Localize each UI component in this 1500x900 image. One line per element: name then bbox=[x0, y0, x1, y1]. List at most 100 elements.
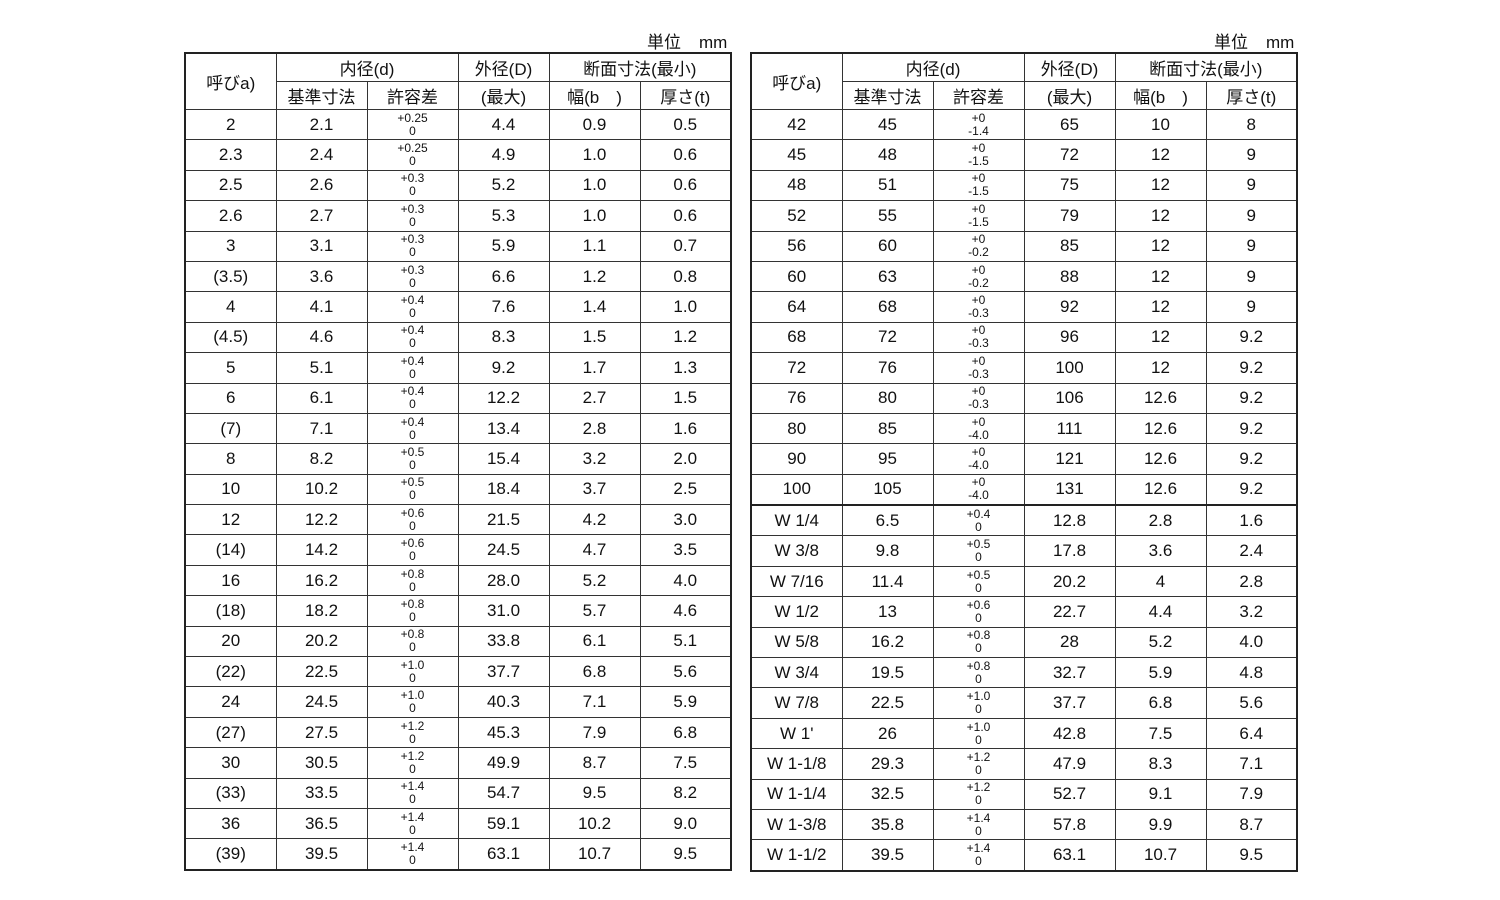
header-inner-diameter: 内径(d) bbox=[275, 52, 459, 82]
tolerance-upper: +0.8 bbox=[966, 658, 991, 673]
cell-width: 12 bbox=[1114, 352, 1207, 384]
cell-tolerance: +0 -1.5 bbox=[932, 169, 1025, 202]
cell-basic-size: 18.2 bbox=[275, 595, 368, 627]
cell-basic-size: 45 bbox=[841, 108, 934, 141]
tolerance-lower: 0 bbox=[975, 550, 982, 565]
table-row: W 7/8 22.5 +1.0 0 37.7 6.8 5.6 bbox=[750, 687, 1298, 719]
cell-outer-diameter: 15.4 bbox=[457, 443, 550, 475]
cell-basic-size: 2.7 bbox=[275, 200, 368, 232]
cell-basic-size: 16.2 bbox=[841, 626, 934, 659]
cell-basic-size: 8.2 bbox=[275, 443, 368, 475]
cell-tolerance: +0.5 0 bbox=[366, 443, 459, 475]
cell-outer-diameter: 32.7 bbox=[1023, 657, 1116, 689]
cell-width: 4 bbox=[1114, 565, 1207, 598]
cell-width: 9.5 bbox=[548, 777, 641, 809]
cell-tolerance: +0.4 0 bbox=[366, 382, 459, 414]
cell-nominal: W 1' bbox=[750, 717, 843, 750]
cell-tolerance: +0.3 0 bbox=[366, 260, 459, 293]
tolerance-upper: +0.4 bbox=[400, 353, 425, 368]
tolerance-upper: +0.5 bbox=[400, 475, 425, 490]
cell-nominal: 42 bbox=[750, 108, 843, 141]
table-row: 16 16.2 +0.8 0 28.0 5.2 4.0 bbox=[184, 564, 732, 597]
cell-basic-size: 39.5 bbox=[841, 839, 934, 872]
cell-basic-size: 30.5 bbox=[275, 747, 368, 779]
cell-thickness: 0.6 bbox=[639, 139, 732, 171]
tolerance-upper: +1.0 bbox=[966, 689, 991, 704]
cell-basic-size: 27.5 bbox=[275, 716, 368, 749]
cell-thickness: 0.5 bbox=[639, 108, 732, 141]
table-row: 2.3 2.4 +0.25 0 4.9 1.0 0.6 bbox=[184, 139, 732, 171]
unit-label-left: 単位 mm bbox=[647, 28, 727, 53]
cell-tolerance: +1.2 0 bbox=[932, 748, 1025, 780]
header-max: (最大) bbox=[1023, 81, 1116, 110]
cell-tolerance: +0 -4.0 bbox=[932, 473, 1025, 506]
tolerance-upper: +0.5 bbox=[966, 537, 991, 552]
table-row: 68 72 +0 -0.3 96 12 9.2 bbox=[750, 321, 1298, 354]
table-row: W 1/2 13 +0.6 0 22.7 4.4 3.2 bbox=[750, 596, 1298, 628]
tolerance-lower: 0 bbox=[975, 823, 982, 838]
cell-basic-size: 6.5 bbox=[841, 504, 934, 537]
cell-thickness: 2.4 bbox=[1205, 535, 1298, 567]
unit-label: 単位 bbox=[1214, 33, 1248, 52]
cell-tolerance: +0 -0.3 bbox=[932, 382, 1025, 414]
tolerance-lower: -1.4 bbox=[968, 123, 989, 138]
cell-width: 6.1 bbox=[548, 625, 641, 658]
cell-nominal: 24 bbox=[184, 686, 277, 718]
cell-tolerance: +0.8 0 bbox=[366, 564, 459, 597]
cell-tolerance: +0.8 0 bbox=[932, 626, 1025, 659]
table-row: (18) 18.2 +0.8 0 31.0 5.7 4.6 bbox=[184, 595, 732, 627]
tolerance-upper: +0.6 bbox=[966, 597, 991, 612]
cell-width: 12 bbox=[1114, 230, 1207, 262]
cell-thickness: 9 bbox=[1205, 139, 1298, 171]
cell-thickness: 1.0 bbox=[639, 291, 732, 323]
tolerance-upper: +0.5 bbox=[966, 567, 991, 582]
tolerance-lower: 0 bbox=[975, 732, 982, 747]
header-nominal: 呼びa) bbox=[750, 52, 843, 110]
table-row: 2.6 2.7 +0.3 0 5.3 1.0 0.6 bbox=[184, 200, 732, 232]
cell-basic-size: 76 bbox=[841, 352, 934, 384]
cell-outer-diameter: 20.2 bbox=[1023, 565, 1116, 598]
tolerance-lower: 0 bbox=[409, 640, 416, 655]
tolerance-lower: 0 bbox=[409, 518, 416, 533]
cell-outer-diameter: 21.5 bbox=[457, 504, 550, 536]
tolerance-lower: 0 bbox=[409, 245, 416, 260]
cell-tolerance: +0.6 0 bbox=[366, 504, 459, 536]
tolerance-lower: -1.5 bbox=[968, 154, 989, 169]
table-row: 42 45 +0 -1.4 65 10 8 bbox=[750, 108, 1298, 141]
cell-width: 12.6 bbox=[1114, 443, 1207, 475]
header-thickness: 厚さ(t) bbox=[1205, 81, 1298, 110]
table-row: W 1-1/4 32.5 +1.2 0 52.7 9.1 7.9 bbox=[750, 778, 1298, 810]
cell-width: 5.2 bbox=[1114, 626, 1207, 659]
tolerance-lower: 0 bbox=[409, 154, 416, 169]
table-row: W 1-3/8 35.8 +1.4 0 57.8 9.9 8.7 bbox=[750, 808, 1298, 841]
cell-width: 2.8 bbox=[548, 412, 641, 445]
table-row: 72 76 +0 -0.3 100 12 9.2 bbox=[750, 352, 1298, 384]
cell-tolerance: +0.4 0 bbox=[366, 321, 459, 354]
cell-width: 3.7 bbox=[548, 473, 641, 506]
table-row: 56 60 +0 -0.2 85 12 9 bbox=[750, 230, 1298, 262]
cell-tolerance: +0 -0.3 bbox=[932, 291, 1025, 323]
tolerance-upper: +0.8 bbox=[966, 628, 991, 643]
cell-nominal: W 1-1/8 bbox=[750, 748, 843, 780]
cell-outer-diameter: 54.7 bbox=[457, 777, 550, 809]
cell-basic-size: 4.6 bbox=[275, 321, 368, 354]
cell-width: 7.5 bbox=[1114, 717, 1207, 750]
tolerance-lower: -1.5 bbox=[968, 214, 989, 229]
cell-tolerance: +1.0 0 bbox=[932, 687, 1025, 719]
tolerance-lower: 0 bbox=[409, 670, 416, 685]
cell-outer-diameter: 5.2 bbox=[457, 169, 550, 202]
cell-tolerance: +0 -1.5 bbox=[932, 200, 1025, 232]
cell-width: 12.6 bbox=[1114, 382, 1207, 414]
header-row-2: 基準寸法 許容差 (最大) 幅(b ) 厚さ(t) bbox=[751, 81, 1298, 110]
tolerance-upper: +0 bbox=[971, 232, 986, 247]
cell-outer-diameter: 75 bbox=[1023, 169, 1116, 202]
cell-outer-diameter: 8.3 bbox=[457, 321, 550, 354]
cell-thickness: 9.5 bbox=[1205, 839, 1298, 872]
table-row: W 1-1/8 29.3 +1.2 0 47.9 8.3 7.1 bbox=[750, 748, 1298, 780]
tolerance-lower: -4.0 bbox=[968, 488, 989, 503]
cell-thickness: 7.9 bbox=[1205, 778, 1298, 810]
unit-value: mm bbox=[699, 33, 728, 52]
header-row-1: 呼びa) 内径(d) 外径(D) 断面寸法(最小) bbox=[184, 52, 732, 110]
cell-tolerance: +1.4 0 bbox=[932, 839, 1025, 872]
table-row: W 3/4 19.5 +0.8 0 32.7 5.9 4.8 bbox=[750, 657, 1298, 689]
